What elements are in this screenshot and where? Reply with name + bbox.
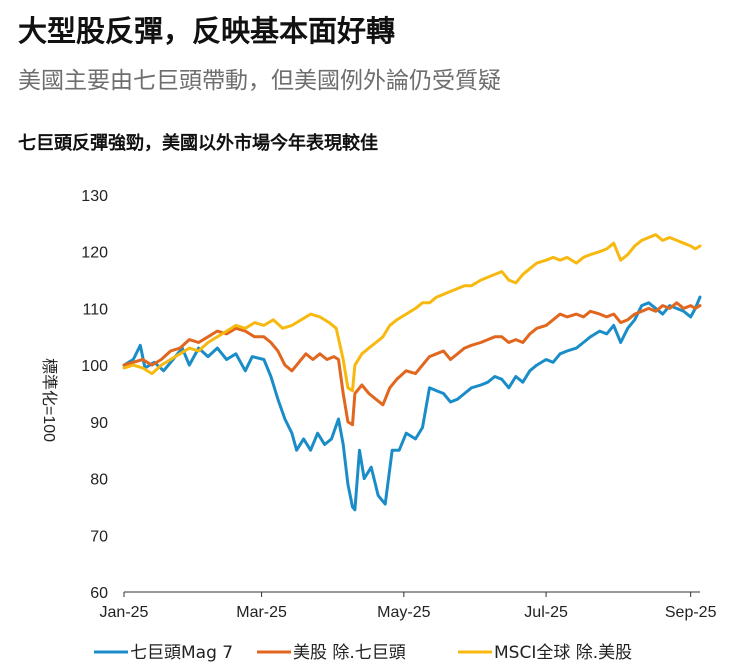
y-tick-label: 130 — [81, 188, 108, 205]
x-tick-label: May-25 — [377, 604, 430, 621]
page-subtitle: 美國主要由七巨頭帶動，但美國例外論仍受質疑 — [18, 68, 501, 94]
x-axis: Jan-25 Mar-25 May-25 Jul-25 Sep-25 — [100, 591, 717, 621]
page-title: 大型股反彈，反映基本面好轉 — [18, 14, 396, 48]
legend-label: 美股 除.七巨頭 — [293, 643, 406, 663]
chart-title: 七巨頭反彈強勁，美國以外市場今年表現較佳 — [18, 133, 378, 154]
x-tick-label: Mar-25 — [236, 604, 287, 621]
legend-label: 七巨頭Mag 7 — [130, 643, 233, 663]
series-line-2 — [122, 233, 702, 393]
y-axis-label: 標準化=100 — [40, 358, 58, 442]
series-line-1 — [122, 301, 702, 427]
y-tick-label: 60 — [90, 585, 108, 602]
legend: 七巨頭Mag 7 美股 除.七巨頭 MSCI全球 除.美股 — [94, 643, 632, 663]
x-tick-label: Jul-25 — [524, 604, 568, 621]
x-tick-label: Jan-25 — [100, 604, 149, 621]
y-tick-label: 110 — [82, 301, 108, 318]
series-lines — [122, 233, 702, 512]
series-line-0 — [122, 295, 702, 512]
legend-label: MSCI全球 除.美股 — [494, 643, 632, 663]
y-tick-label: 70 — [90, 528, 108, 545]
x-tick-label: Sep-25 — [665, 604, 717, 621]
y-axis: 60 70 80 90 100 110 120 130 — [81, 188, 108, 602]
y-tick-label: 90 — [90, 415, 108, 432]
y-tick-label: 80 — [90, 472, 108, 489]
y-tick-label: 120 — [81, 245, 108, 262]
y-tick-label: 100 — [81, 358, 108, 375]
